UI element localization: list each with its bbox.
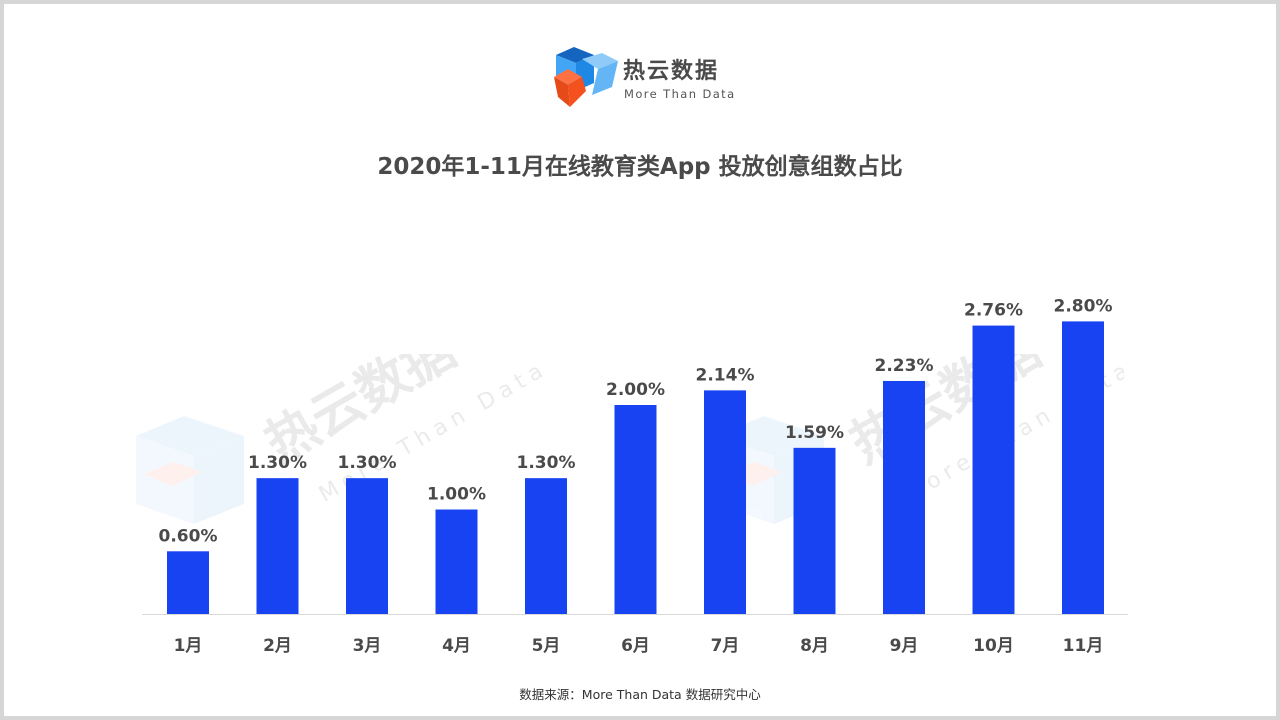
data-label-5: 1.30% [517,453,576,473]
data-label-1: 0.60% [159,526,218,546]
x-tick-label-2: 2月 [263,636,292,656]
slide: 热云数据 More Than Data 热云数据 More Than Data … [4,4,1276,716]
x-tick-label-3: 3月 [353,636,382,656]
x-tick-label-11: 11月 [1063,636,1104,656]
x-tick-label-5: 5月 [532,636,561,656]
data-source: 数据来源：More Than Data 数据研究中心 [519,687,761,702]
chart-title: 2020年1-11月在线教育类App 投放创意组数占比 [377,154,903,180]
brand-logo: 热云数据 More Than Data [552,47,752,109]
bar-5 [525,478,567,614]
bar-11 [1062,321,1104,614]
data-label-11: 2.80% [1054,296,1113,316]
bar-3 [346,478,388,614]
data-label-8: 1.59% [785,423,844,443]
bar-6 [614,405,657,614]
data-label-7: 2.14% [696,365,755,385]
x-tick-label-4: 4月 [442,636,471,656]
x-tick-label-7: 7月 [711,636,740,656]
bar-chart: 0.60% 1月 1.30% 2月 1.30% 3月 1.00% 4月 1.30% 5月 2.00%… [142,296,1128,656]
x-tick-label-6: 6月 [621,636,650,656]
data-label-9: 2.23% [875,356,934,376]
data-label-10: 2.76% [964,301,1023,321]
bar-7 [704,390,746,614]
bar-8 [793,447,836,614]
x-tick-label-1: 1月 [174,636,203,656]
bar-2 [256,478,299,614]
data-label-4: 1.00% [427,485,486,505]
bar-10 [972,325,1015,614]
data-label-6: 2.00% [606,380,665,400]
brand-tagline: More Than Data [624,87,736,101]
cube-logo-icon [554,47,618,107]
bar-9 [883,380,925,614]
bar-4 [435,509,478,614]
x-tick-label-9: 9月 [890,636,919,656]
x-tick-label-10: 10月 [973,636,1014,656]
x-tick-label-8: 8月 [800,636,829,656]
bar-1 [167,551,209,614]
data-label-2: 1.30% [248,453,307,473]
brand-name: 热云数据 [623,59,720,84]
data-label-3: 1.30% [338,453,397,473]
